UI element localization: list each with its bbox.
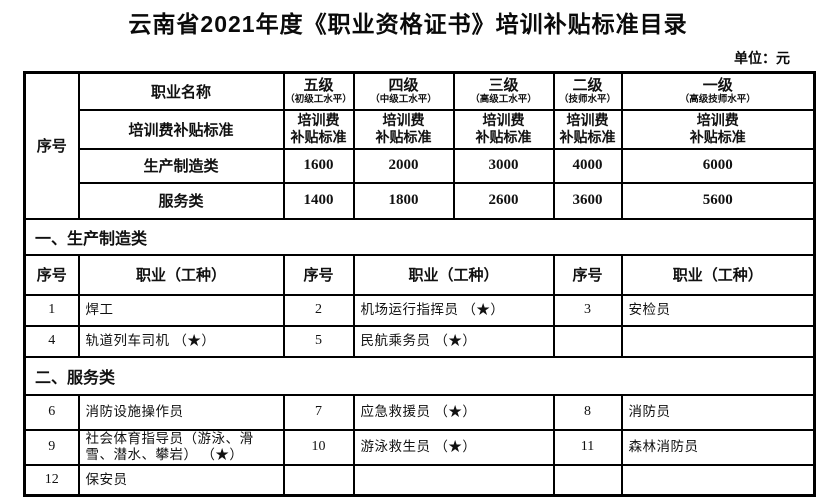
occupation-header-row: 序号 职业（工种） 序号 职业（工种） 序号 职业（工种） xyxy=(23,253,816,296)
level-name: 一级 xyxy=(702,77,733,95)
col-header-occupation: 职业（工种） xyxy=(620,253,816,296)
section-title: 一、生产制造类 xyxy=(23,217,816,256)
row-number xyxy=(282,464,355,497)
category-row-service: 服务类 1400 1800 2600 3600 5600 xyxy=(25,181,816,220)
corner-header-xuhao: 序号 xyxy=(23,71,80,220)
level-sub: （高级工水平） xyxy=(470,93,537,105)
row-number: 12 xyxy=(23,464,80,497)
col-header-xuhao: 序号 xyxy=(282,253,355,296)
category-label: 服务类 xyxy=(77,181,285,220)
standard-cell-l5: 培训费 补贴标准 xyxy=(282,108,355,150)
amount-cell: 1800 xyxy=(352,181,455,220)
occupation-name: 焊工 xyxy=(77,293,285,327)
occupation-name: 森林消防员 xyxy=(620,428,816,467)
row-number: 10 xyxy=(282,428,355,467)
header-level-4: 四级 （中级工水平） xyxy=(352,71,455,111)
standard-cell-l4: 培训费 补贴标准 xyxy=(352,108,455,150)
row-number: 2 xyxy=(282,293,355,327)
table-row: 9 社会体育指导员（游泳、滑雪、潜水、攀岩） （★） 10 游泳救生员 （★） … xyxy=(23,428,816,467)
amount-cell: 3600 xyxy=(552,181,623,220)
row-number: 9 xyxy=(23,428,80,467)
standard-label-row: 培训费补贴标准 培训费 补贴标准 培训费 补贴标准 培训费 补贴标准 培训费 补… xyxy=(25,108,816,150)
level-sub: （高级技师水平） xyxy=(679,93,756,105)
section-row-service: 二、服务类 xyxy=(23,355,816,396)
level-name: 三级 xyxy=(488,77,519,95)
category-row-manufacturing: 生产制造类 1600 2000 3000 4000 6000 xyxy=(25,147,816,184)
occupation-name xyxy=(620,464,816,497)
table-row: 12 保安员 xyxy=(23,464,816,497)
row-number: 6 xyxy=(23,393,80,431)
amount-cell: 2600 xyxy=(452,181,555,220)
level-sub: （初级工水平） xyxy=(285,93,352,105)
standard-cell-l3: 培训费 补贴标准 xyxy=(452,108,555,150)
row-number: 7 xyxy=(282,393,355,431)
subsidy-table: 序号 职业名称 五级 （初级工水平） 四级 （中级工水平） 三级 （高级工水平）… xyxy=(23,71,816,497)
table-row: 1 焊工 2 机场运行指挥员 （★） 3 安检员 xyxy=(23,293,816,327)
occupation-name: 轨道列车司机 （★） xyxy=(77,324,285,358)
table-row: 6 消防设施操作员 7 应急救援员 （★） 8 消防员 xyxy=(23,393,816,431)
occupation-name xyxy=(352,464,555,497)
level-sub: （技师水平） xyxy=(558,93,616,105)
section-row-manufacturing: 一、生产制造类 xyxy=(23,217,816,256)
col-header-occupation: 职业（工种） xyxy=(352,253,555,296)
row-number: 8 xyxy=(552,393,623,431)
category-label: 生产制造类 xyxy=(77,147,285,184)
occupation-name: 游泳救生员 （★） xyxy=(352,428,555,467)
amount-cell: 4000 xyxy=(552,147,623,184)
standard-row-label: 培训费补贴标准 xyxy=(77,108,285,150)
header-level-5: 五级 （初级工水平） xyxy=(282,71,355,111)
row-number xyxy=(552,464,623,497)
unit-label: 单位：元 xyxy=(734,50,790,66)
level-sub: （中级工水平） xyxy=(370,93,437,105)
occupation-name: 民航乘务员 （★） xyxy=(352,324,555,358)
amount-cell: 1600 xyxy=(282,147,355,184)
occupation-name: 机场运行指挥员 （★） xyxy=(352,293,555,327)
header-level-1: 一级 （高级技师水平） xyxy=(620,71,816,111)
header-level-2: 二级 （技师水平） xyxy=(552,71,623,111)
standard-cell-l2: 培训费 补贴标准 xyxy=(552,108,623,150)
occupation-name: 应急救援员 （★） xyxy=(352,393,555,431)
col-header-xuhao: 序号 xyxy=(552,253,623,296)
row-number: 3 xyxy=(552,293,623,327)
header-level-3: 三级 （高级工水平） xyxy=(452,71,555,111)
amount-cell: 5600 xyxy=(620,181,816,220)
amount-cell: 6000 xyxy=(620,147,816,184)
occupation-name: 消防设施操作员 xyxy=(77,393,285,431)
occupation-name: 消防员 xyxy=(620,393,816,431)
table-row: 4 轨道列车司机 （★） 5 民航乘务员 （★） xyxy=(23,324,816,358)
row-number xyxy=(552,324,623,358)
summary-header-row: 序号 职业名称 五级 （初级工水平） 四级 （中级工水平） 三级 （高级工水平）… xyxy=(23,71,816,220)
row-number: 5 xyxy=(282,324,355,358)
level-name: 二级 xyxy=(572,77,603,95)
row-number: 1 xyxy=(23,293,80,327)
level-name: 五级 xyxy=(303,77,334,95)
standard-cell-l1: 培训费 补贴标准 xyxy=(620,108,816,150)
occupation-name: 保安员 xyxy=(77,464,285,497)
page-title: 云南省2021年度《职业资格证书》培训补贴标准目录 xyxy=(128,11,688,37)
level-name: 四级 xyxy=(388,77,419,95)
col-header-xuhao: 序号 xyxy=(23,253,80,296)
header-occupation-name: 职业名称 xyxy=(77,71,285,111)
occupation-name: 安检员 xyxy=(620,293,816,327)
section-title: 二、服务类 xyxy=(23,355,816,396)
amount-cell: 2000 xyxy=(352,147,455,184)
occupation-name xyxy=(620,324,816,358)
col-header-occupation: 职业（工种） xyxy=(77,253,285,296)
amount-cell: 1400 xyxy=(282,181,355,220)
amount-cell: 3000 xyxy=(452,147,555,184)
row-number: 11 xyxy=(552,428,623,467)
occupation-name: 社会体育指导员（游泳、滑雪、潜水、攀岩） （★） xyxy=(77,428,285,467)
row-number: 4 xyxy=(23,324,80,358)
